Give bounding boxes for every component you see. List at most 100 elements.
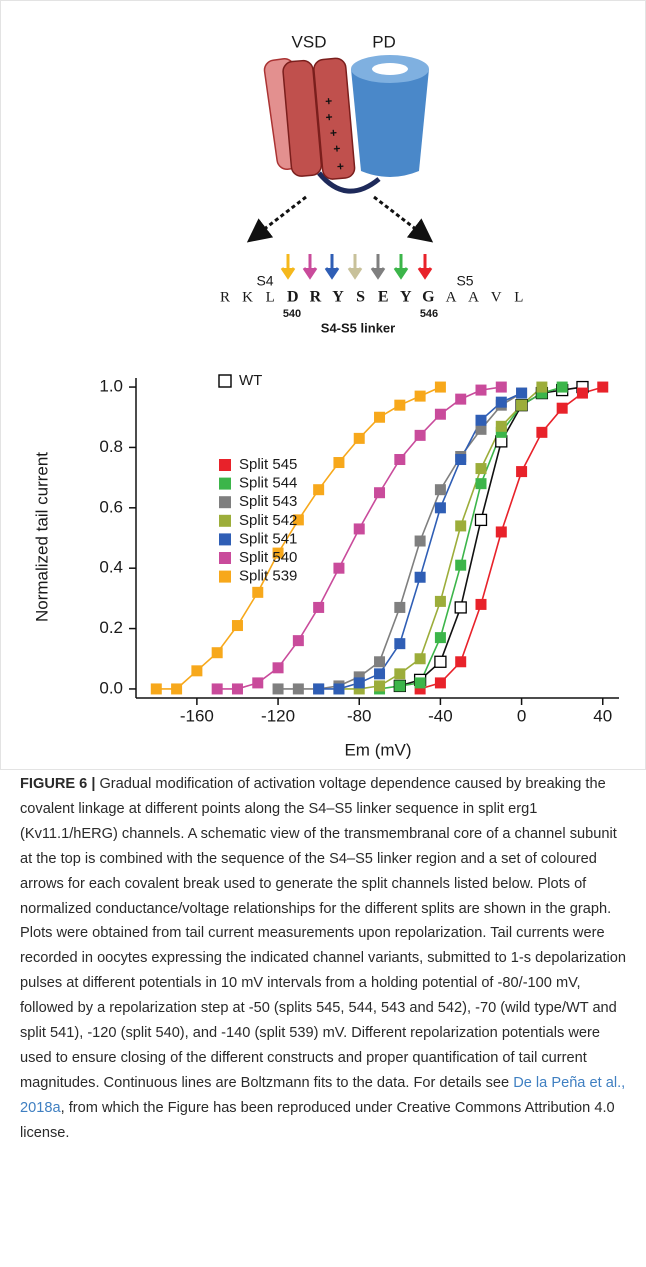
- legend-label: Split 543: [239, 493, 297, 510]
- residue: L: [514, 289, 523, 305]
- data-point: [313, 601, 325, 613]
- caption-text: Gradual modification of activation volta…: [20, 776, 626, 1091]
- data-point: [313, 683, 325, 695]
- data-point: [333, 457, 345, 469]
- legend-label: Split 540: [239, 549, 297, 566]
- data-point: [414, 390, 426, 402]
- legend-swatch: [219, 514, 231, 527]
- data-point: [475, 384, 487, 396]
- y-tick-label: 0.4: [99, 558, 123, 577]
- data-point: [455, 520, 467, 532]
- data-point: [394, 399, 406, 411]
- helix: [282, 59, 323, 177]
- caption-text: , from which the Figure has been reprodu…: [20, 1099, 615, 1141]
- residue: L: [266, 289, 275, 305]
- residue: R: [220, 289, 230, 305]
- residue: Y: [332, 289, 344, 306]
- data-point: [536, 381, 548, 393]
- data-point: [292, 514, 304, 526]
- data-point: [434, 502, 446, 514]
- fit-line: [419, 386, 604, 690]
- data-point: [516, 387, 528, 399]
- data-point: [231, 683, 243, 695]
- fit-line: [399, 386, 583, 687]
- data-point: [191, 665, 203, 677]
- legend-swatch: [218, 374, 232, 388]
- legend-swatch: [219, 459, 231, 471]
- legend-swatch: [219, 552, 231, 564]
- residue: V: [491, 289, 502, 305]
- vsd-label: VSD: [292, 32, 327, 51]
- data-point: [231, 620, 243, 632]
- data-point: [454, 601, 467, 614]
- data-point: [211, 683, 223, 695]
- linker-label: S4-S5 linker: [321, 320, 395, 335]
- data-point: [576, 387, 588, 399]
- data-point: [374, 487, 386, 499]
- data-point: [414, 653, 426, 665]
- data-point: [353, 523, 365, 535]
- caption-link[interactable]: De la Peña et al., 2018a: [20, 1074, 626, 1116]
- y-tick-label: 0.2: [99, 618, 123, 637]
- data-point: [414, 429, 426, 441]
- linker-loop: [317, 171, 381, 194]
- data-point: [475, 598, 487, 610]
- data-point: [434, 408, 446, 420]
- data-point: [394, 454, 406, 466]
- figure: VSD PD S4 S5 540 546 S4-S5 linker Normal…: [32, 32, 619, 759]
- data-point: [171, 683, 183, 695]
- data-point: [597, 381, 609, 393]
- data-point: [313, 484, 325, 496]
- legend-label: Split 544: [239, 475, 297, 492]
- pore-hole: [372, 63, 408, 75]
- caption-label: FIGURE 6 |: [20, 776, 96, 792]
- data-point: [495, 396, 507, 408]
- fit-line: [379, 386, 563, 690]
- data-point: [353, 677, 365, 689]
- data-point: [516, 399, 528, 411]
- data-point: [414, 571, 426, 583]
- data-point: [374, 680, 386, 692]
- data-point: [434, 595, 446, 607]
- data-point: [516, 466, 528, 478]
- data-point: [455, 559, 467, 571]
- helix-s4: [313, 57, 356, 180]
- data-point: [272, 683, 284, 695]
- data-point: [536, 426, 548, 438]
- data-point: [434, 381, 446, 393]
- x-tick-label: -40: [428, 706, 453, 725]
- legend-label: WT: [239, 372, 262, 389]
- channel-schematic: VSD PD: [246, 32, 434, 243]
- data-point: [475, 478, 487, 490]
- data-point: [414, 535, 426, 547]
- x-tick-label: -120: [261, 706, 295, 725]
- dotted-arrow: [373, 195, 434, 243]
- residue: Y: [400, 289, 412, 306]
- data-point: [556, 402, 568, 414]
- data-point: [394, 668, 406, 680]
- data-point: [495, 426, 507, 438]
- y-tick-label: 0.0: [99, 678, 123, 697]
- data-point: [272, 662, 284, 674]
- data-point: [353, 671, 365, 683]
- data-point: [353, 432, 365, 444]
- y-tick-label: 0.6: [99, 497, 123, 516]
- legend-swatch: [219, 496, 231, 509]
- data-point: [414, 683, 426, 695]
- data-point: [475, 414, 487, 426]
- legend-label: Split 545: [239, 456, 297, 473]
- data-point: [556, 381, 568, 393]
- x-tick-label: 0: [517, 706, 526, 725]
- data-point: [394, 680, 406, 692]
- residue: R: [310, 289, 322, 306]
- data-point: [434, 632, 446, 644]
- s4-label: S4: [256, 273, 273, 289]
- data-point: [150, 683, 162, 695]
- data-point: [475, 423, 487, 435]
- legend-swatch: [219, 533, 231, 546]
- data-point: [495, 420, 507, 432]
- data-point: [374, 668, 386, 680]
- residue: E: [378, 289, 389, 306]
- residue-number: 546: [420, 308, 438, 320]
